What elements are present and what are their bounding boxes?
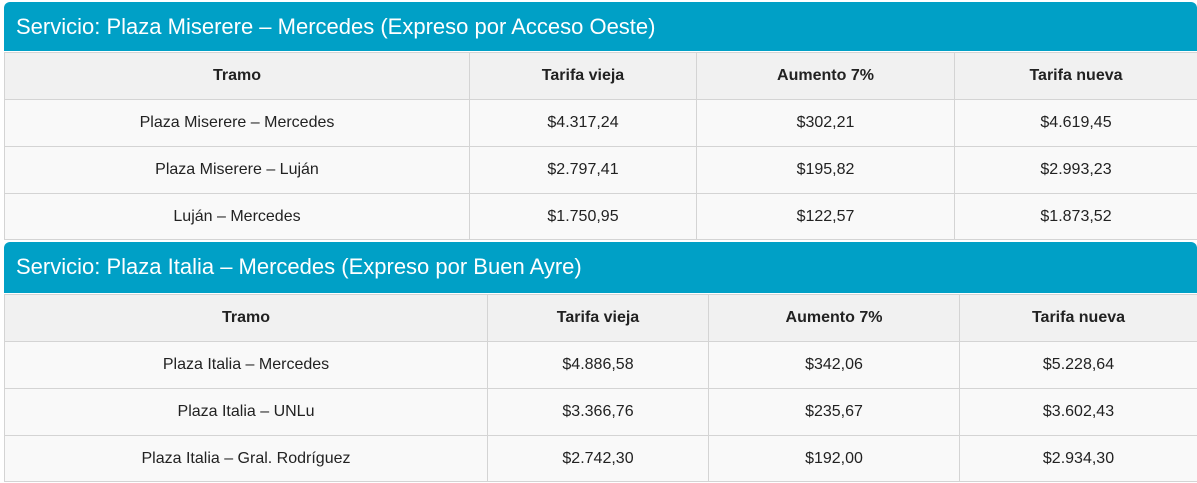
fare-table: Tramo Tarifa vieja Aumento 7% Tarifa nue…	[4, 294, 1197, 482]
cell-tramo: Plaza Miserere – Mercedes	[4, 99, 470, 147]
table-row: Plaza Miserere – Mercedes $4.317,24 $302…	[4, 99, 1197, 147]
cell-tarifa-nueva: $4.619,45	[954, 99, 1197, 147]
cell-aumento: $302,21	[696, 99, 955, 147]
table-row: Plaza Italia – Gral. Rodríguez $2.742,30…	[4, 435, 1197, 482]
table-row: Plaza Italia – Mercedes $4.886,58 $342,0…	[4, 341, 1197, 389]
cell-tarifa-nueva: $2.934,30	[959, 435, 1197, 482]
column-header-tarifa-vieja: Tarifa vieja	[487, 294, 709, 342]
cell-tarifa-nueva: $1.873,52	[954, 193, 1197, 240]
cell-aumento: $122,57	[696, 193, 955, 240]
cell-tramo: Plaza Italia – UNLu	[4, 388, 488, 436]
table-row: Luján – Mercedes $1.750,95 $122,57 $1.87…	[4, 193, 1197, 240]
column-header-tramo: Tramo	[4, 294, 488, 342]
cell-tarifa-vieja: $2.797,41	[469, 146, 697, 194]
service-title: Servicio: Plaza Miserere – Mercedes (Exp…	[4, 2, 1197, 51]
table-row: Plaza Italia – UNLu $3.366,76 $235,67 $3…	[4, 388, 1197, 436]
cell-aumento: $342,06	[708, 341, 960, 389]
cell-tramo: Plaza Miserere – Luján	[4, 146, 470, 194]
column-header-aumento: Aumento 7%	[708, 294, 960, 342]
table-header-row: Tramo Tarifa vieja Aumento 7% Tarifa nue…	[4, 294, 1197, 342]
cell-tramo: Luján – Mercedes	[4, 193, 470, 240]
fare-table: Tramo Tarifa vieja Aumento 7% Tarifa nue…	[4, 52, 1197, 240]
cell-tarifa-vieja: $4.317,24	[469, 99, 697, 147]
column-header-aumento: Aumento 7%	[696, 52, 955, 100]
column-header-tarifa-nueva: Tarifa nueva	[959, 294, 1197, 342]
cell-tramo: Plaza Italia – Mercedes	[4, 341, 488, 389]
cell-tarifa-nueva: $5.228,64	[959, 341, 1197, 389]
cell-aumento: $192,00	[708, 435, 960, 482]
cell-tarifa-vieja: $3.366,76	[487, 388, 709, 436]
table-row: Plaza Miserere – Luján $2.797,41 $195,82…	[4, 146, 1197, 194]
cell-tarifa-vieja: $4.886,58	[487, 341, 709, 389]
column-header-tarifa-vieja: Tarifa vieja	[469, 52, 697, 100]
service-title: Servicio: Plaza Italia – Mercedes (Expre…	[4, 242, 1197, 293]
table-header-row: Tramo Tarifa vieja Aumento 7% Tarifa nue…	[4, 52, 1197, 100]
cell-aumento: $195,82	[696, 146, 955, 194]
cell-aumento: $235,67	[708, 388, 960, 436]
cell-tarifa-nueva: $3.602,43	[959, 388, 1197, 436]
cell-tarifa-vieja: $2.742,30	[487, 435, 709, 482]
column-header-tramo: Tramo	[4, 52, 470, 100]
cell-tarifa-vieja: $1.750,95	[469, 193, 697, 240]
column-header-tarifa-nueva: Tarifa nueva	[954, 52, 1197, 100]
cell-tramo: Plaza Italia – Gral. Rodríguez	[4, 435, 488, 482]
cell-tarifa-nueva: $2.993,23	[954, 146, 1197, 194]
